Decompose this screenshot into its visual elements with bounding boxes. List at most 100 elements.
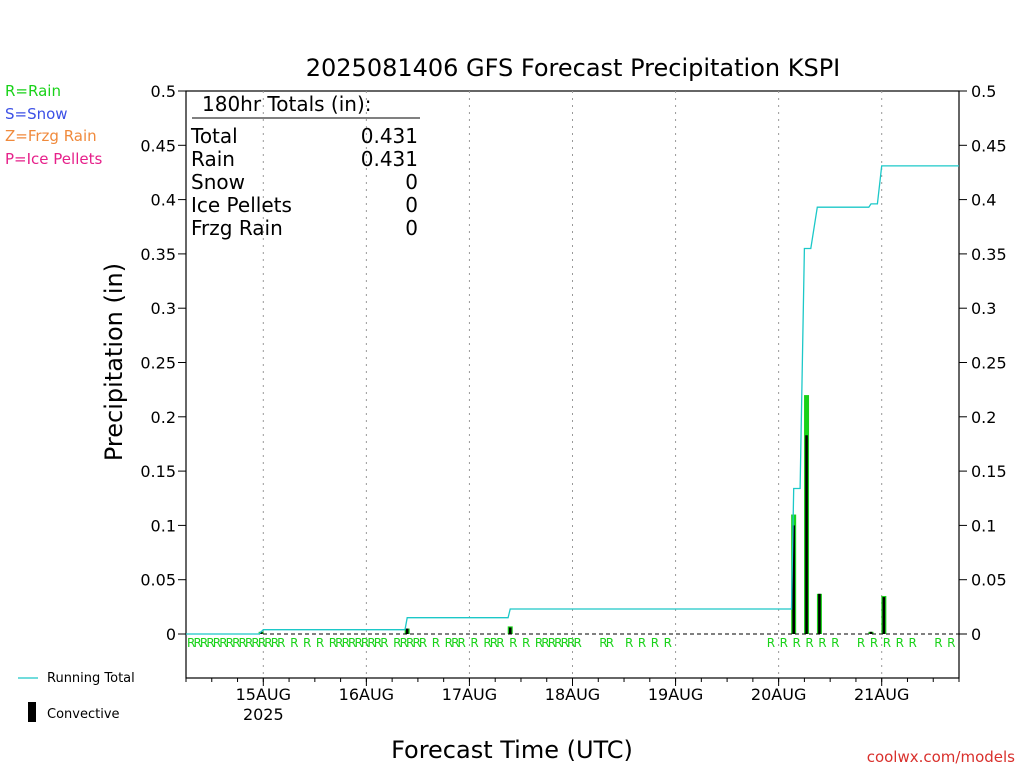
y-axis-label: Precipitation (in) [100, 263, 128, 461]
convective-bar [508, 627, 512, 634]
ptype-marker: R [380, 636, 388, 650]
ptype-marker: R [316, 636, 324, 650]
ptype-marker: R [374, 636, 382, 650]
ptype-marker: R [458, 636, 466, 650]
y-tick-label-right: 0.15 [971, 462, 1007, 481]
y-tick-label-right: 0.3 [971, 299, 996, 318]
totals-value-total: 0.431 [361, 124, 418, 148]
y-tick-label-right: 0.5 [971, 82, 996, 101]
ptype-marker: R [271, 636, 279, 650]
convective-legend-label: Convective [47, 707, 120, 722]
ptype-marker: R [554, 636, 562, 650]
ptype-marker: R [187, 636, 195, 650]
ptype-marker: R [303, 636, 311, 650]
series-legend: Running Total Convective [18, 671, 135, 722]
y-tick-label-left: 0.45 [140, 136, 176, 155]
y-tick-label-right: 0.2 [971, 408, 996, 427]
ptype-marker: R [567, 636, 575, 650]
totals-label-total: Total [190, 124, 238, 148]
convective-legend-swatch [28, 702, 36, 722]
totals-value-frzg-rain: 0 [405, 216, 418, 240]
ptype-marker: R [193, 636, 201, 650]
ptype-marker: R [805, 636, 813, 650]
ptype-marker: R [870, 636, 878, 650]
ptype-marker: R [329, 636, 337, 650]
x-tick-label: 20AUG [751, 685, 806, 704]
ptype-marker: R [934, 636, 942, 650]
ptype-marker: R [780, 636, 788, 650]
ptype-marker: R [509, 636, 517, 650]
ptype-marker: R [406, 636, 414, 650]
totals-value-ice-pellets: 0 [405, 193, 418, 217]
ptype-marker: R [908, 636, 916, 650]
ptype-marker: R [522, 636, 530, 650]
x-tick-label: 19AUG [648, 685, 703, 704]
ptype-marker: R [258, 636, 266, 650]
ptype-marker: R [638, 636, 646, 650]
ptype-marker: R [445, 636, 453, 650]
ptype-marker: R [239, 636, 247, 650]
ptype-marker: R [213, 636, 221, 650]
convective-bar [818, 593, 821, 634]
legend-snow: S=Snow [5, 105, 68, 123]
ptype-marker: R [883, 636, 891, 650]
totals-label-rain: Rain [191, 147, 235, 171]
ptype-marker: R [947, 636, 955, 650]
ptype-marker: R [226, 636, 234, 650]
ptype-marker: R [367, 636, 375, 650]
totals-box: 180hr Totals (in): Total 0.431 Rain 0.43… [190, 92, 420, 240]
ptype-marker: R [219, 636, 227, 650]
y-tick-label-left: 0.25 [140, 354, 176, 373]
ptype-marker: R [606, 636, 614, 650]
chart-title: 2025081406 GFS Forecast Precipitation KS… [306, 54, 841, 82]
credit-text: coolwx.com/models [867, 748, 1015, 766]
ptype-marker: R [831, 636, 839, 650]
running-total-series [186, 165, 959, 635]
convective-bar [405, 628, 409, 634]
ptype-marker: R [251, 636, 259, 650]
legend-frzg-rain: Z=Frzg Rain [5, 127, 97, 145]
ptype-marker: R [348, 636, 356, 650]
x-tick-label: 16AUG [339, 685, 394, 704]
convective-bar [869, 631, 873, 634]
ptype-marker: R [290, 636, 298, 650]
y-tick-label-left: 0.5 [151, 82, 176, 101]
ptype-marker: R [561, 636, 569, 650]
convective-bars [259, 435, 886, 634]
ptype-marker: R [896, 636, 904, 650]
ptype-marker: R [232, 636, 240, 650]
ptype-marker: R [599, 636, 607, 650]
totals-label-frzg-rain: Frzg Rain [191, 216, 283, 240]
totals-label-ice-pellets: Ice Pellets [191, 193, 292, 217]
y-tick-label-right: 0 [971, 625, 981, 644]
ptype-marker: R [419, 636, 427, 650]
totals-heading: 180hr Totals (in): [202, 92, 372, 116]
ptype-marker: R [393, 636, 401, 650]
y-tick-label-right: 0.4 [971, 191, 996, 210]
ptype-marker: R [535, 636, 543, 650]
ptype-marker: R [818, 636, 826, 650]
ptype-marker: R [793, 636, 801, 650]
x-tick-label: 18AUG [545, 685, 600, 704]
ptype-marker: R [200, 636, 208, 650]
y-tick-label-left: 0.2 [151, 408, 176, 427]
ptype-marker: R [264, 636, 272, 650]
y-tick-label-right: 0.05 [971, 571, 1007, 590]
ptype-marker: R [470, 636, 478, 650]
ptype-marker: R [335, 636, 343, 650]
ptype-marker: R [412, 636, 420, 650]
ptype-marker: R [664, 636, 672, 650]
legend-ice-pellets: P=Ice Pellets [5, 150, 102, 168]
y-tick-label-right: 0.45 [971, 136, 1007, 155]
ptype-marker: R [277, 636, 285, 650]
y-tick-label-left: 0.1 [151, 516, 176, 535]
totals-value-rain: 0.431 [361, 147, 418, 171]
legend-rain: R=Rain [5, 82, 61, 100]
y-axis-right: 0 0.05 0.1 0.15 0.2 0.25 0.3 0.35 0.4 0.45 0.5 [959, 82, 1007, 644]
ptype-marker: R [548, 636, 556, 650]
ptype-marker: R [354, 636, 362, 650]
y-tick-label-left: 0.3 [151, 299, 176, 318]
